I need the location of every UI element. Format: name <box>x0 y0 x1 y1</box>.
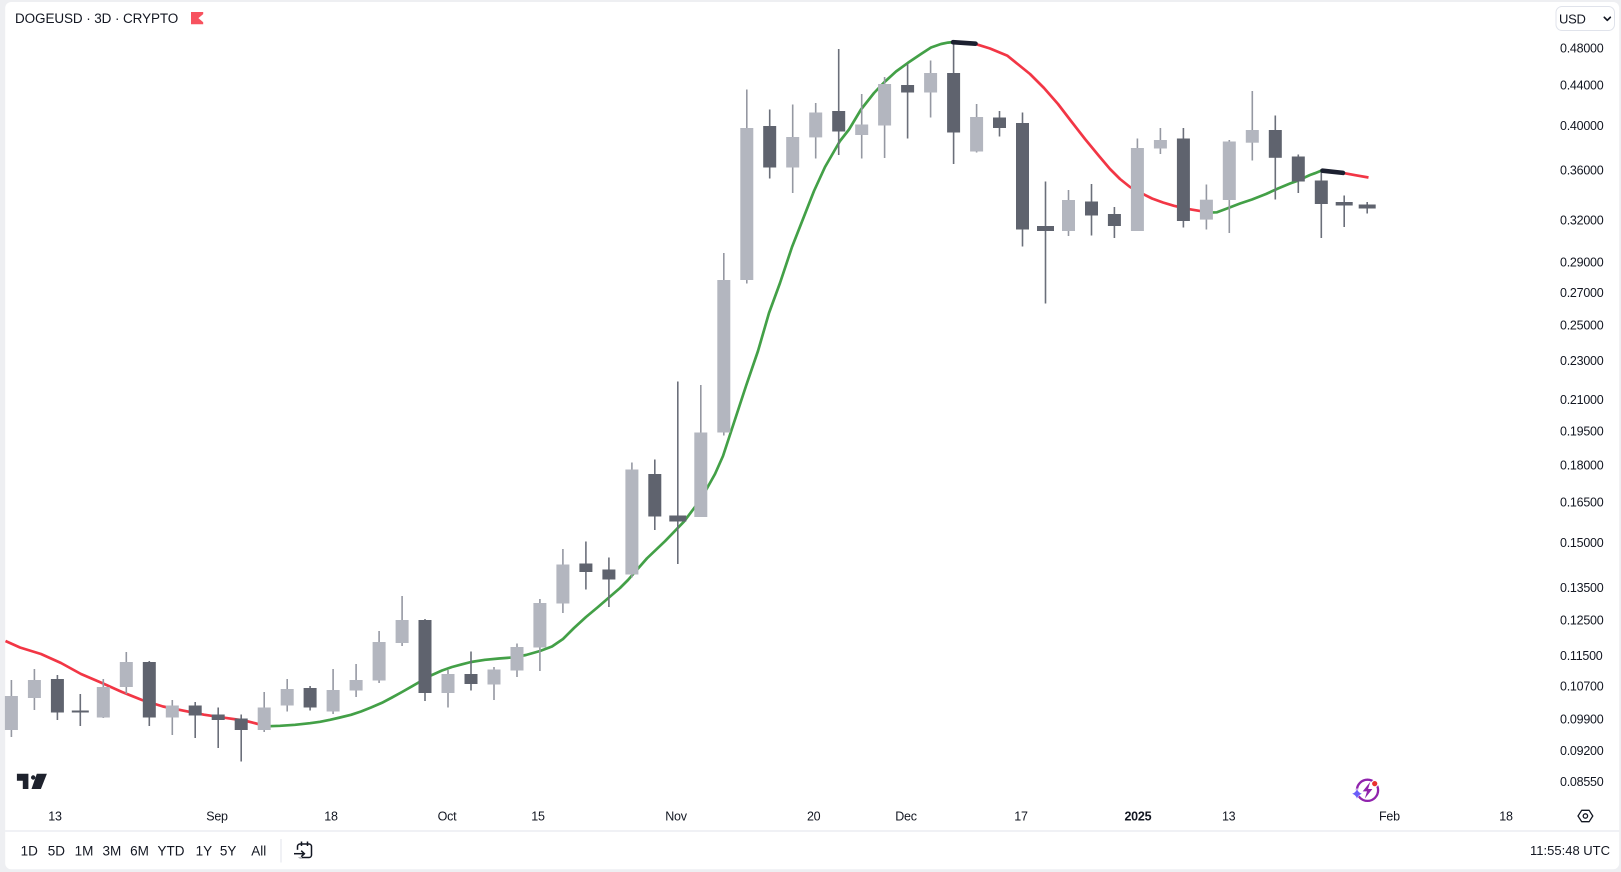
svg-text:0.32000: 0.32000 <box>1560 214 1604 228</box>
svg-text:All: All <box>251 843 266 858</box>
svg-text:YTD: YTD <box>158 843 185 858</box>
svg-text:0.23000: 0.23000 <box>1560 354 1604 368</box>
svg-text:0.36000: 0.36000 <box>1560 164 1604 178</box>
svg-text:0.25000: 0.25000 <box>1560 319 1604 333</box>
svg-text:18: 18 <box>1499 810 1513 824</box>
svg-text:Feb: Feb <box>1379 810 1400 824</box>
svg-text:2025: 2025 <box>1124 810 1151 824</box>
svg-text:Sep: Sep <box>206 810 228 824</box>
svg-text:15: 15 <box>531 810 545 824</box>
svg-text:0.40000: 0.40000 <box>1560 119 1604 133</box>
svg-text:13: 13 <box>1222 810 1236 824</box>
svg-text:11:55:48 UTC: 11:55:48 UTC <box>1530 843 1610 858</box>
svg-text:0.08550: 0.08550 <box>1560 775 1604 789</box>
svg-text:0.09900: 0.09900 <box>1560 713 1604 727</box>
svg-text:0.48000: 0.48000 <box>1560 41 1604 55</box>
svg-text:0.09200: 0.09200 <box>1560 744 1604 758</box>
svg-text:1Y: 1Y <box>196 843 213 858</box>
svg-text:Dec: Dec <box>895 810 916 824</box>
svg-text:0.21000: 0.21000 <box>1560 393 1604 407</box>
svg-text:DOGEUSD · 3D · CRYPTO: DOGEUSD · 3D · CRYPTO <box>15 11 178 26</box>
svg-text:Oct: Oct <box>438 810 457 824</box>
svg-text:18: 18 <box>324 810 338 824</box>
svg-text:0.12500: 0.12500 <box>1560 614 1604 628</box>
svg-text:0.44000: 0.44000 <box>1560 78 1604 92</box>
svg-text:1M: 1M <box>75 843 94 858</box>
svg-text:5D: 5D <box>48 843 66 858</box>
svg-text:0.29000: 0.29000 <box>1560 256 1604 270</box>
svg-text:USD: USD <box>1559 11 1586 26</box>
svg-text:5Y: 5Y <box>220 843 237 858</box>
svg-text:17: 17 <box>1014 810 1028 824</box>
svg-text:1D: 1D <box>21 843 39 858</box>
svg-text:0.18000: 0.18000 <box>1560 458 1604 472</box>
svg-text:20: 20 <box>807 810 821 824</box>
svg-text:3M: 3M <box>103 843 122 858</box>
svg-text:0.19500: 0.19500 <box>1560 424 1604 438</box>
svg-text:0.15000: 0.15000 <box>1560 536 1604 550</box>
svg-text:13: 13 <box>48 810 62 824</box>
svg-text:0.11500: 0.11500 <box>1560 649 1603 663</box>
svg-text:0.27000: 0.27000 <box>1560 286 1604 300</box>
svg-text:Nov: Nov <box>665 810 687 824</box>
svg-text:6M: 6M <box>130 843 149 858</box>
svg-text:0.13500: 0.13500 <box>1560 581 1604 595</box>
svg-text:0.16500: 0.16500 <box>1560 496 1604 510</box>
svg-text:0.10700: 0.10700 <box>1560 680 1604 694</box>
